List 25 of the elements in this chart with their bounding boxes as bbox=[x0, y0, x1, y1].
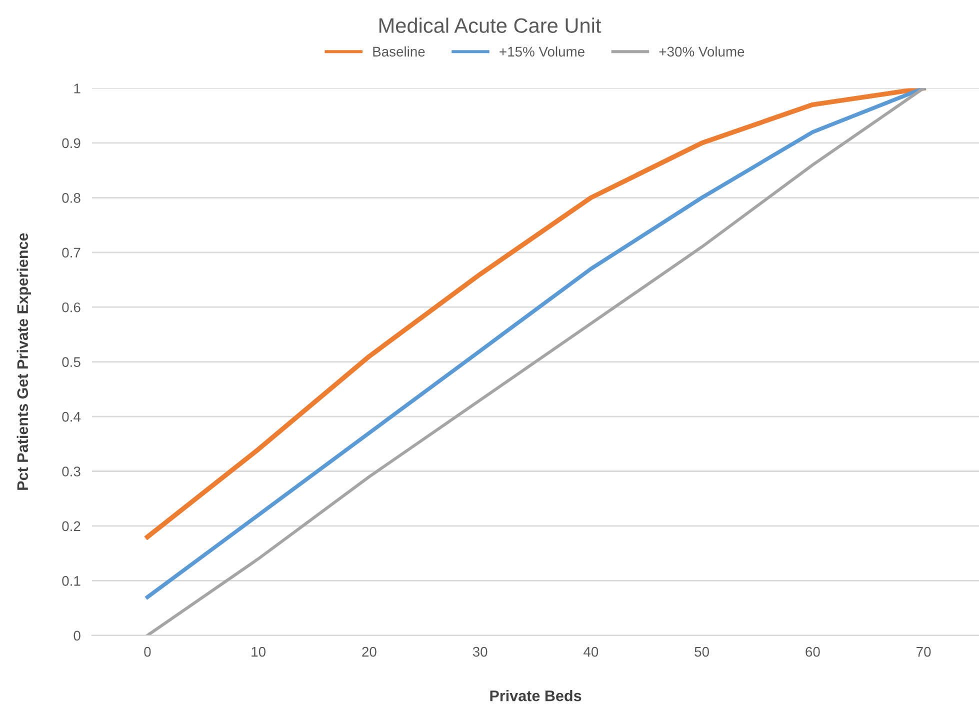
legend-label: +30% Volume bbox=[659, 46, 744, 57]
y-tick-label: 1 bbox=[74, 84, 80, 94]
y-axis-title: Pct Patients Get Private Experience bbox=[16, 233, 32, 490]
y-tick-label: 0.5 bbox=[62, 357, 80, 367]
x-tick-label: 40 bbox=[584, 646, 598, 657]
y-tick-label: 0 bbox=[74, 630, 80, 641]
y-tick-label: 0.6 bbox=[62, 302, 80, 312]
legend-label: +15% Volume bbox=[500, 46, 584, 57]
x-tick-label: 20 bbox=[362, 646, 376, 657]
x-axis-title: Private Beds bbox=[490, 690, 582, 702]
y-tick-label: 0.9 bbox=[62, 138, 80, 148]
y-tick-label: 0.1 bbox=[62, 576, 80, 586]
y-tick-label: 0.3 bbox=[62, 466, 80, 476]
x-tick-label: 60 bbox=[806, 646, 820, 657]
y-tick-label: 0.7 bbox=[62, 248, 80, 258]
x-tick-label: 30 bbox=[472, 646, 488, 657]
x-tick-label: 50 bbox=[694, 646, 709, 657]
x-tick-label: 0 bbox=[144, 646, 151, 657]
x-tick-label: 70 bbox=[916, 646, 931, 657]
x-tick-label: 10 bbox=[252, 646, 266, 657]
y-tick-label: 0.4 bbox=[62, 412, 81, 422]
y-tick-label: 0.2 bbox=[62, 521, 80, 532]
chart-title: Medical Acute Care Unit bbox=[379, 18, 602, 33]
legend-label: Baseline bbox=[373, 46, 425, 57]
y-tick-label: 0.8 bbox=[62, 193, 80, 203]
